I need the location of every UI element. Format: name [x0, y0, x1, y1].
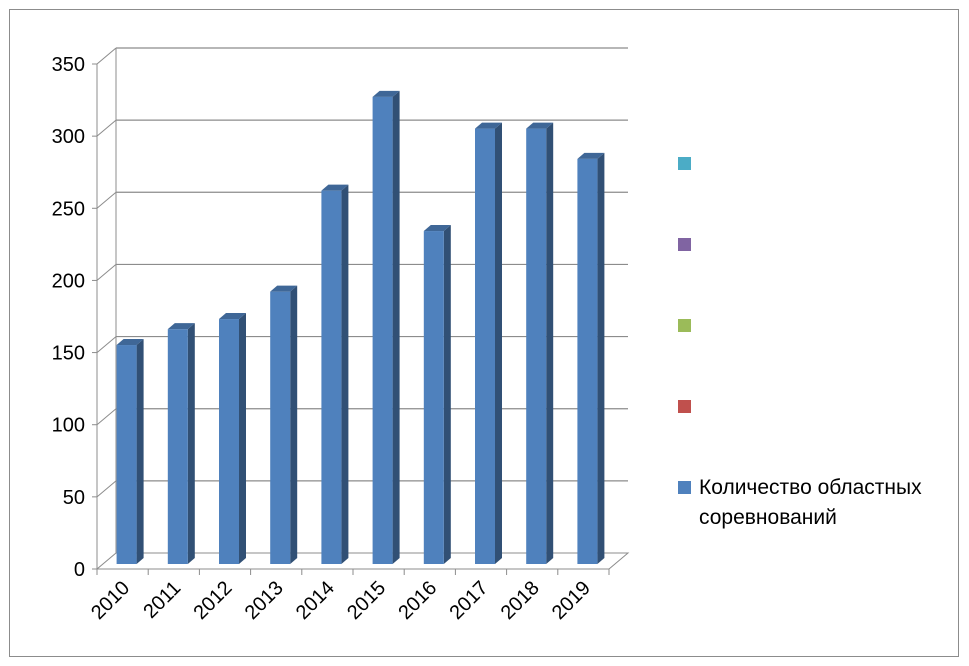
bar-front: [321, 190, 342, 564]
bar-front: [167, 329, 188, 564]
x-tick-label: 2018: [497, 577, 544, 624]
bar-side: [392, 90, 400, 564]
bar-top: [475, 122, 502, 129]
bar-2015: [372, 90, 400, 564]
bar-2012: [219, 313, 246, 564]
y-tick-label: 100: [52, 415, 85, 437]
legend-swatch: [678, 157, 691, 170]
gridline-connector: [96, 119, 117, 137]
x-tick-labels: 2010 2011 2012 2013 2014 2015 2016 2017 2018 2019: [87, 577, 595, 624]
bar-2013: [270, 285, 298, 564]
legend-swatch: [678, 400, 691, 413]
x-tick-label: 2017: [446, 577, 493, 624]
bar-2010: [116, 339, 144, 564]
legend-swatch: [678, 238, 691, 251]
bar-front: [116, 345, 137, 564]
y-tick-label: 200: [52, 270, 85, 292]
y-tick-label: 300: [52, 126, 85, 148]
legend: Количество областных соревнований: [678, 157, 922, 529]
x-tick-label: 2010: [87, 577, 134, 624]
bar-side: [290, 285, 298, 564]
gridline-connector: [96, 264, 117, 281]
bar-front: [372, 96, 393, 564]
bar-side: [597, 152, 605, 564]
gridline-connector: [96, 552, 117, 570]
y-tick-label: 150: [52, 343, 85, 365]
bar-top: [526, 122, 554, 129]
bar-side: [239, 313, 246, 564]
bar-side: [495, 122, 502, 564]
bar-front: [577, 158, 598, 564]
bar-top: [423, 225, 451, 232]
legend-swatch: [678, 481, 691, 494]
bar-top: [270, 285, 298, 292]
y-tick-label: 350: [52, 54, 85, 76]
gridline-connector: [96, 408, 117, 426]
bar-front: [526, 128, 547, 564]
bar-2017: [475, 122, 502, 564]
y-tick-label: 0: [74, 559, 85, 581]
x-tick-label: 2019: [548, 577, 595, 624]
bar-top: [321, 184, 349, 191]
bar-front: [423, 231, 444, 565]
bar-2016: [423, 225, 451, 565]
bar-top: [116, 339, 144, 346]
bar-top: [577, 152, 605, 159]
bar-front: [219, 319, 239, 564]
x-tick-label: 2012: [190, 577, 237, 624]
x-tick-label: 2014: [292, 577, 339, 624]
bar-front: [475, 128, 495, 564]
gridline-connector: [96, 480, 117, 498]
bar-side: [443, 225, 451, 565]
y-tick-labels: 0 50 100 150 200 250 300 350: [52, 54, 85, 581]
bar-side: [546, 122, 554, 564]
bars-layer: [116, 90, 605, 565]
bar-side: [341, 184, 349, 564]
bar-2019: [577, 152, 605, 564]
gridline-connector: [96, 47, 117, 65]
y-tick-label: 250: [52, 198, 85, 220]
legend-label: Количество областных соревнований: [699, 476, 922, 529]
bar-side: [136, 339, 144, 564]
x-tick-label: 2016: [394, 577, 441, 624]
x-tick-label: 2011: [139, 577, 185, 623]
gridline-connector: [96, 191, 117, 209]
bar-2011: [167, 323, 195, 564]
bar-side: [187, 323, 195, 564]
bar-top: [167, 323, 195, 330]
bar-top: [219, 313, 246, 320]
x-tick-label: 2015: [343, 577, 390, 624]
y-tick-label: 50: [63, 487, 85, 509]
legend-swatch: [678, 319, 691, 332]
axis-layer: [92, 63, 630, 575]
bar-front: [270, 291, 291, 564]
gridline-connector: [96, 336, 117, 353]
bar-2014: [321, 184, 349, 564]
x-tick-label: 2013: [241, 577, 288, 624]
bar-top: [372, 90, 400, 97]
bar-2018: [526, 122, 554, 564]
